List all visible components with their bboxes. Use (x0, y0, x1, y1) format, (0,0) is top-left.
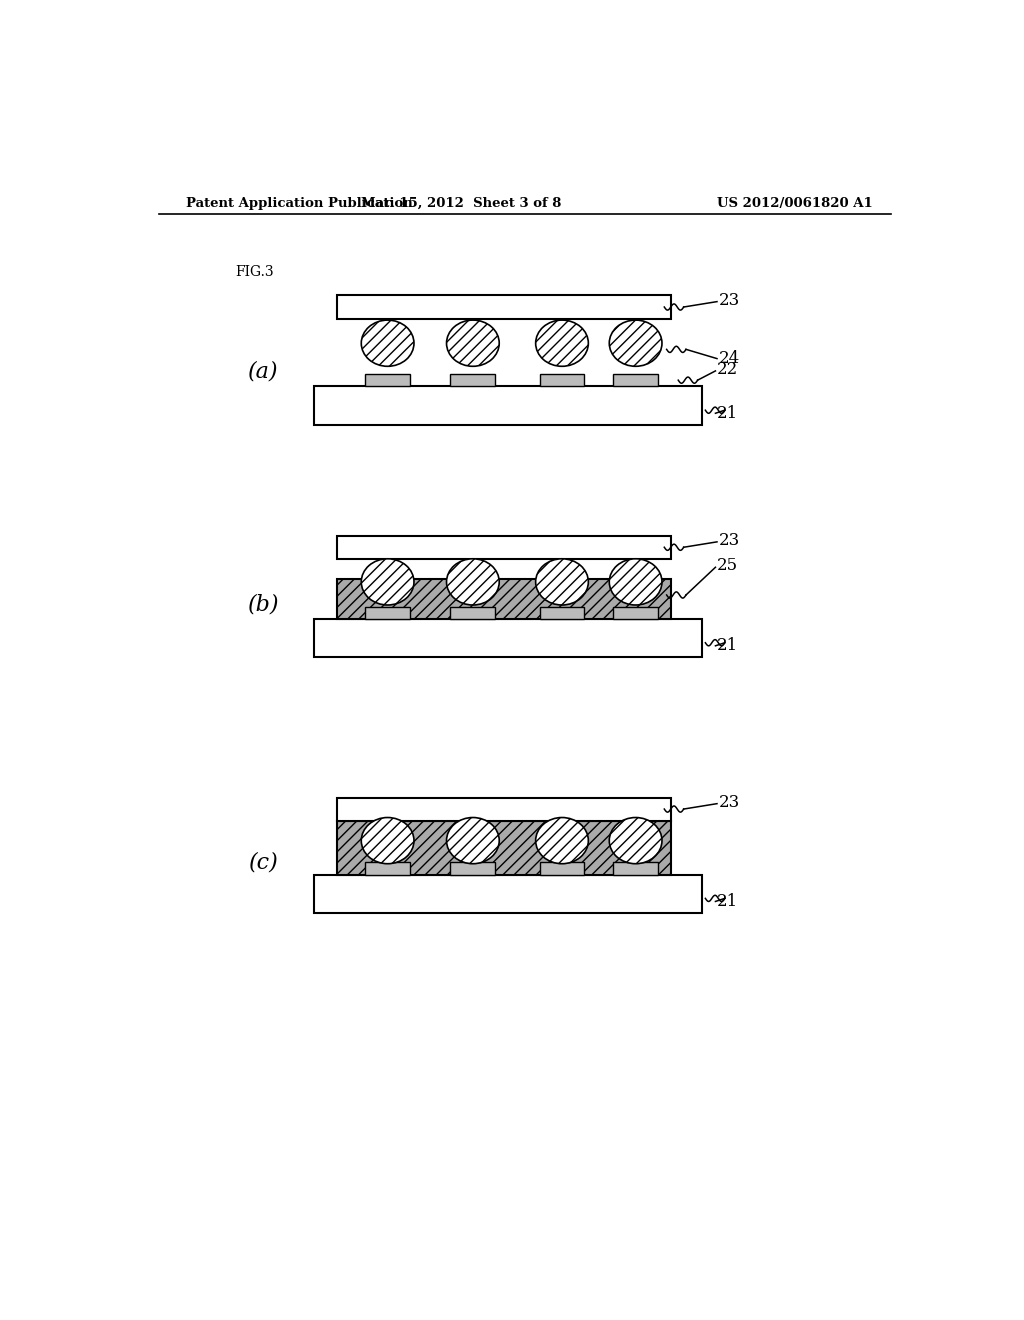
Ellipse shape (446, 558, 500, 605)
Bar (613, 862, 658, 874)
Text: 23: 23 (719, 532, 739, 549)
Ellipse shape (361, 558, 414, 605)
Bar (366, 607, 410, 619)
Ellipse shape (536, 817, 589, 863)
Text: (a): (a) (249, 360, 279, 383)
Bar (314, 619, 701, 657)
Ellipse shape (361, 817, 414, 863)
Bar (337, 821, 671, 874)
Text: 24: 24 (719, 350, 739, 367)
Text: 23: 23 (719, 793, 739, 810)
Text: US 2012/0061820 A1: US 2012/0061820 A1 (717, 197, 872, 210)
Ellipse shape (536, 558, 589, 605)
Bar (314, 874, 701, 913)
Bar (540, 374, 585, 387)
Text: 25: 25 (717, 557, 738, 574)
Bar (613, 374, 658, 387)
Ellipse shape (446, 817, 500, 863)
Ellipse shape (446, 321, 500, 367)
Bar (314, 387, 701, 425)
Bar (540, 862, 585, 874)
Bar (366, 862, 410, 874)
Text: Patent Application Publication: Patent Application Publication (186, 197, 413, 210)
Bar (337, 296, 671, 318)
Bar (337, 536, 671, 558)
Text: (c): (c) (249, 851, 279, 874)
Bar (451, 607, 496, 619)
Text: 21: 21 (717, 892, 738, 909)
Text: 21: 21 (717, 405, 738, 422)
Ellipse shape (609, 817, 662, 863)
Text: FIG.3: FIG.3 (234, 265, 273, 280)
Text: (b): (b) (248, 593, 280, 615)
Bar (366, 374, 410, 387)
Bar (451, 374, 496, 387)
Text: Mar. 15, 2012  Sheet 3 of 8: Mar. 15, 2012 Sheet 3 of 8 (361, 197, 561, 210)
Bar (337, 797, 671, 821)
Ellipse shape (361, 321, 414, 367)
Text: 22: 22 (717, 360, 738, 378)
Ellipse shape (609, 558, 662, 605)
Bar (613, 607, 658, 619)
Bar (337, 578, 671, 619)
Ellipse shape (536, 321, 589, 367)
Text: 21: 21 (717, 638, 738, 655)
Ellipse shape (609, 321, 662, 367)
Text: 23: 23 (719, 292, 739, 309)
Bar (451, 862, 496, 874)
Bar (540, 607, 585, 619)
